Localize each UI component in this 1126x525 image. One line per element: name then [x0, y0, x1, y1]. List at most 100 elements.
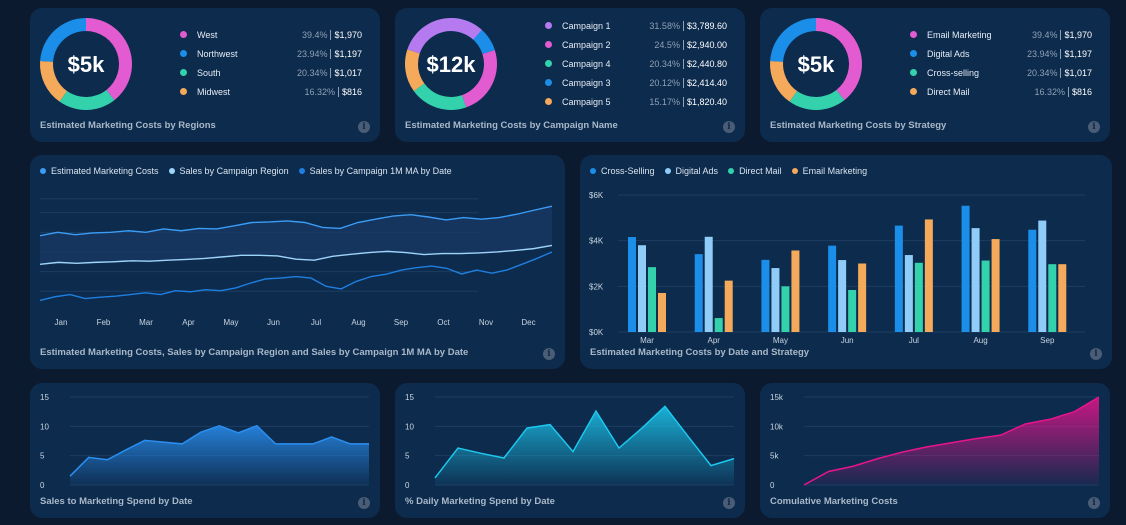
info-icon[interactable]: i — [358, 497, 370, 509]
legend-dot — [590, 168, 596, 174]
donut-slice[interactable] — [407, 18, 482, 54]
info-icon[interactable]: i — [358, 121, 370, 133]
legend-value: $816 — [341, 86, 362, 97]
donut-slice[interactable] — [40, 60, 68, 102]
legend-item[interactable]: Sales by Campaign Region — [168, 166, 289, 176]
info-icon[interactable]: i — [543, 348, 555, 360]
info-icon[interactable]: i — [1090, 348, 1102, 360]
bar[interactable] — [961, 205, 970, 332]
legend-item[interactable]: Cross-selling 20.34% $1,017 — [910, 63, 1092, 82]
bar[interactable] — [714, 318, 723, 332]
legend-dot — [728, 168, 735, 174]
bar[interactable] — [894, 225, 903, 332]
legend-item[interactable]: Email Marketing 39.4% $1,970 — [910, 25, 1092, 44]
y-tick-label: 15 — [405, 393, 414, 402]
legend-item[interactable]: South 20.34% $1,017 — [180, 63, 362, 82]
legend-label: Direct Mail — [739, 166, 782, 176]
info-icon[interactable]: i — [723, 497, 735, 509]
legend-item[interactable]: Campaign 3 20.12% $2,414.40 — [545, 73, 727, 92]
y-tick-label: $0K — [589, 328, 604, 337]
bar[interactable] — [981, 260, 990, 332]
info-icon[interactable]: i — [723, 121, 735, 133]
bar[interactable] — [1038, 220, 1047, 332]
donut-slice[interactable] — [86, 18, 132, 101]
legend-label: Campaign 2 — [562, 39, 611, 50]
bar[interactable] — [971, 228, 980, 332]
y-tick-label: 10k — [770, 422, 784, 431]
bar-chart: $0K $2K $4K $6K Mar Apr May Jun Jul Aug Sep — [589, 191, 1085, 345]
legend-value: $2,414.40 — [686, 77, 727, 88]
bar[interactable] — [628, 237, 636, 332]
divider — [330, 67, 332, 78]
series-line[interactable] — [39, 205, 553, 237]
bar[interactable] — [761, 259, 770, 332]
bar[interactable] — [781, 286, 790, 332]
bar[interactable] — [828, 245, 837, 332]
x-tick-label: Nov — [479, 318, 493, 327]
legend-dot — [910, 69, 917, 76]
bar[interactable] — [904, 255, 913, 332]
bar[interactable] — [771, 268, 780, 332]
divider — [1060, 48, 1062, 59]
bar[interactable] — [858, 263, 867, 333]
bar[interactable] — [724, 280, 733, 332]
legend-item[interactable]: Direct Mail — [728, 166, 782, 176]
donut-slice[interactable] — [770, 60, 798, 102]
legend-value: $2,440.80 — [686, 58, 727, 69]
legend-percent: 20.34% — [1026, 67, 1058, 78]
bar[interactable] — [991, 239, 1000, 332]
info-icon[interactable]: i — [1088, 497, 1100, 509]
legend-item[interactable]: Campaign 4 20.34% $2,440.80 — [545, 54, 727, 73]
legend-label: South — [197, 67, 221, 78]
bar[interactable] — [1058, 264, 1067, 332]
bar[interactable] — [658, 292, 666, 332]
bar[interactable] — [1048, 264, 1057, 332]
legend-item[interactable]: Estimated Marketing Costs — [40, 166, 159, 176]
legend-dot — [545, 79, 552, 86]
bar[interactable] — [791, 250, 800, 332]
donut-slice[interactable] — [461, 50, 497, 108]
bar[interactable] — [704, 236, 713, 332]
x-tick-label: Mar — [139, 318, 153, 327]
legend-item[interactable]: Midwest 16.32% $816 — [180, 82, 362, 101]
bar[interactable] — [914, 262, 923, 332]
series-line[interactable] — [69, 424, 369, 477]
divider — [1060, 67, 1062, 78]
legend-label: Email Marketing — [802, 166, 868, 176]
bar[interactable] — [1028, 229, 1037, 332]
legend-item[interactable]: Campaign 5 15.17% $1,820.40 — [545, 92, 727, 111]
donut-slice[interactable] — [413, 83, 467, 110]
donut-slice[interactable] — [59, 89, 115, 110]
legend-dot — [910, 88, 917, 95]
series-line[interactable] — [434, 405, 735, 479]
series-line[interactable] — [39, 251, 553, 302]
legend-value: $816 — [1071, 86, 1092, 97]
bar[interactable] — [838, 260, 847, 332]
donut-legend: West 39.4% $1,970 Northwest 23.94% $1,197 Sout… — [180, 25, 362, 101]
legend-label: Digital Ads — [927, 48, 970, 59]
legend-item[interactable]: Northwest 23.94% $1,197 — [180, 44, 362, 63]
legend-item[interactable]: Direct Mail 16.32% $816 — [910, 82, 1092, 101]
legend-item[interactable]: West 39.4% $1,970 — [180, 25, 362, 44]
legend-item[interactable]: Email Marketing — [791, 166, 868, 176]
donut-slice[interactable] — [816, 18, 862, 101]
legend-item[interactable]: Digital Ads — [664, 166, 718, 176]
bar[interactable] — [648, 267, 656, 332]
series-line[interactable] — [803, 396, 1100, 486]
bar[interactable] — [638, 245, 646, 332]
legend-item[interactable]: Digital Ads 23.94% $1,197 — [910, 44, 1092, 63]
bar[interactable] — [924, 219, 933, 332]
donut-slice[interactable] — [770, 18, 816, 62]
donut-slice[interactable] — [789, 89, 845, 110]
bar[interactable] — [694, 254, 703, 332]
info-icon[interactable]: i — [1088, 121, 1100, 133]
donut-slice[interactable] — [405, 49, 425, 92]
legend-item[interactable]: Sales by Campaign 1M MA by Date — [298, 166, 452, 176]
bar[interactable] — [848, 289, 857, 332]
x-tick-label: Dec — [521, 318, 535, 327]
legend-item[interactable]: Campaign 2 24.5% $2,940.00 — [545, 35, 727, 54]
legend-item[interactable]: Cross-Selling — [590, 166, 655, 176]
donut-slice[interactable] — [40, 18, 86, 62]
series-line[interactable] — [39, 244, 553, 266]
legend-item[interactable]: Campaign 1 31.58% $3,789.60 — [545, 16, 727, 35]
